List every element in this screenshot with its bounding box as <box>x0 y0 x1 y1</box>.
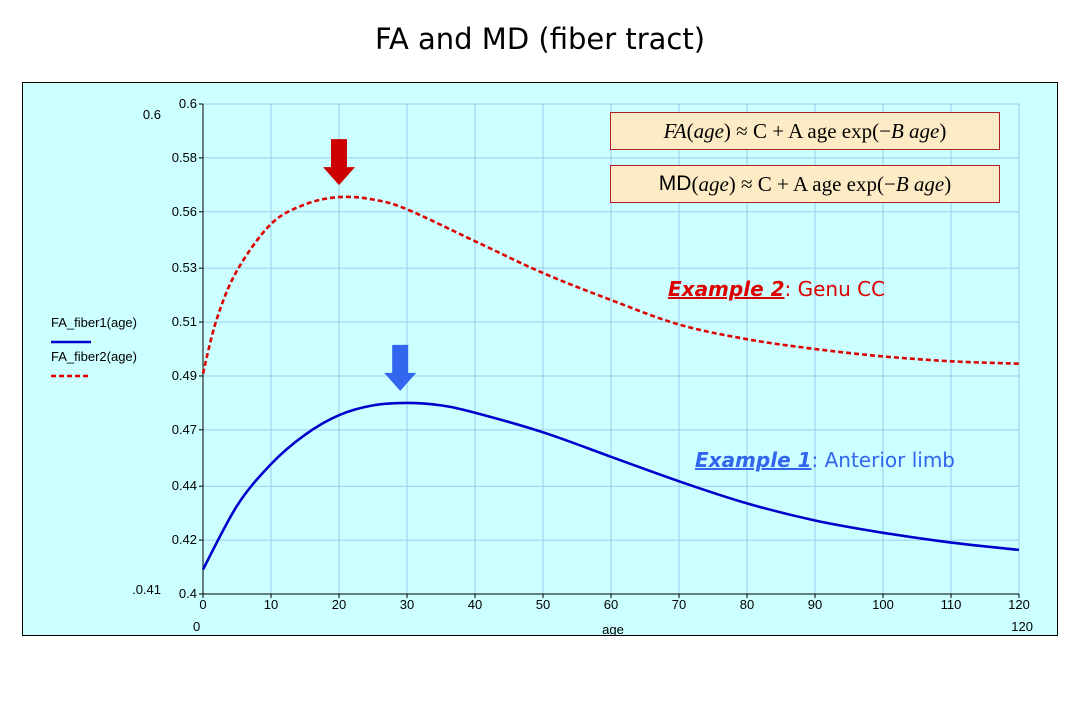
fa-formula-lhs: FA <box>663 118 687 143</box>
x-max-label: 120 <box>1011 619 1033 634</box>
example-1-annotation: Example 1: Anterior limb <box>695 448 955 472</box>
fa-formula-inner: B age <box>890 118 940 143</box>
example-1-label: Example 1 <box>695 448 812 472</box>
fa-formula-rhs: C + A age exp <box>752 118 873 143</box>
y-tick-label: 0.47 <box>172 422 197 437</box>
legend-label-1: FA_fiber1(age) <box>51 315 137 330</box>
md-formula-lhs: MD <box>658 172 692 195</box>
x-tick-label: 40 <box>468 597 482 612</box>
x-tick-label: 20 <box>332 597 346 612</box>
y-tick-label: 0.51 <box>172 314 197 329</box>
series-line-1 <box>201 401 1020 571</box>
x-axis-title: age <box>602 622 624 635</box>
y-tick-label: 0.6 <box>179 96 197 111</box>
md-formula-inner: B age <box>895 171 945 196</box>
y-tick-label: 0.42 <box>172 532 197 547</box>
x-tick-label: 30 <box>400 597 414 612</box>
blue-arrow-icon <box>384 344 417 391</box>
fa-formula-box: FA(age) ≈ C + A age exp (− B age) <box>610 112 1000 150</box>
series-line-2 <box>201 195 1020 374</box>
example-1-text: : Anterior limb <box>811 448 956 472</box>
y-tick-label: 0.4 <box>179 586 197 601</box>
md-formula-arg: age <box>698 171 729 196</box>
y-tick-label: 0.56 <box>172 204 197 219</box>
slide-title: FA and MD (fiber tract) <box>374 22 706 56</box>
md-formula-box: MD(age) ≈ C + A age exp (− B age) <box>610 165 1000 203</box>
y-tick-label: 0.58 <box>172 150 197 165</box>
legend-label-2: FA_fiber2(age) <box>51 349 137 364</box>
x-tick-label: 10 <box>264 597 278 612</box>
y-max-label: 0.6 <box>143 107 161 122</box>
x-tick-label: 60 <box>604 597 618 612</box>
y-min-label: .0.41 <box>132 582 161 597</box>
x-tick-label: 100 <box>872 597 894 612</box>
x-tick-label: 80 <box>740 597 754 612</box>
example-2-text: : Genu CC <box>784 277 886 301</box>
example-2-label: Example 2 <box>668 277 785 301</box>
x-tick-label: 110 <box>941 597 962 612</box>
fa-formula-arg: age <box>693 118 724 143</box>
y-tick-label: 0.44 <box>172 478 197 493</box>
x-tick-label: 0 <box>199 597 206 612</box>
x-tick-label: 90 <box>808 597 822 612</box>
red-arrow-icon <box>323 139 355 186</box>
x-tick-label: 70 <box>672 597 686 612</box>
x-tick-label: 120 <box>1008 597 1030 612</box>
md-formula-rhs: C + A age exp <box>757 171 877 196</box>
y-tick-label: 0.53 <box>172 260 197 275</box>
x-tick-label: 50 <box>536 597 550 612</box>
example-2-annotation: Example 2: Genu CC <box>668 277 885 301</box>
y-tick-label: 0.49 <box>172 368 197 383</box>
x-min-label: 0 <box>193 619 200 634</box>
